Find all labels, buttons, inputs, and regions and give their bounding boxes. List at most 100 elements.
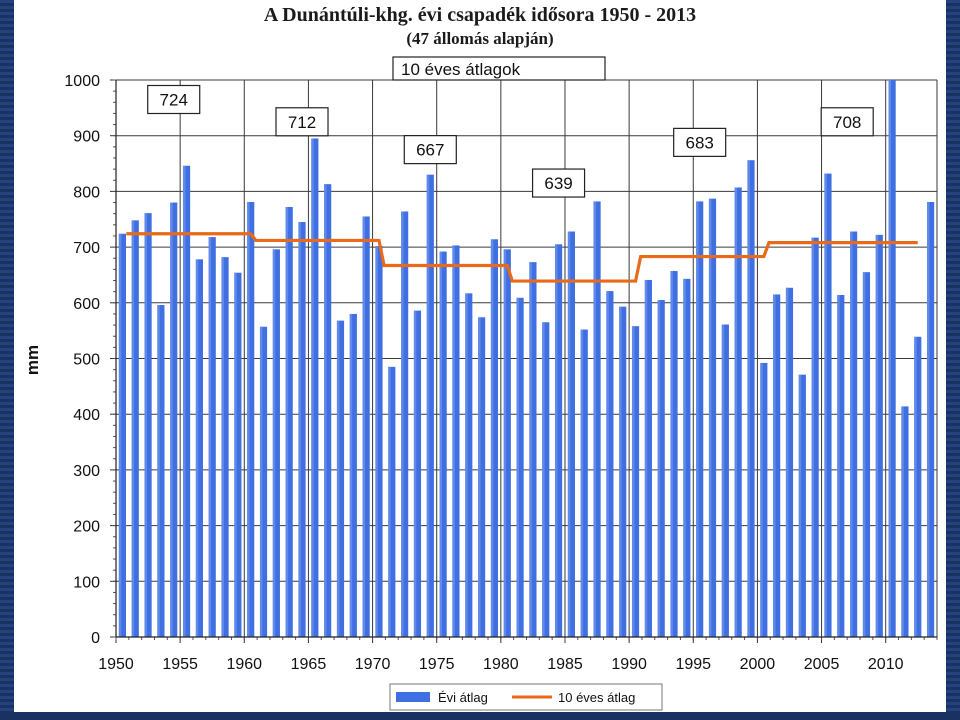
bar-1978 (478, 317, 486, 637)
bar-2011 (901, 406, 909, 637)
decade-average-box (403, 135, 457, 165)
legend-bar-swatch (396, 692, 430, 702)
bar-1967 (336, 320, 345, 637)
bar-1988 (606, 291, 614, 637)
bar-1964 (298, 222, 306, 637)
annotation-header-text: 10 éves átlagok (401, 60, 521, 79)
bar-highlight (631, 326, 635, 637)
legend-line-label: 10 éves átlag (558, 690, 635, 705)
background-frame-bottom (0, 712, 960, 720)
chart-title: A Dunántúli-khg. évi csapadék idősora 19… (263, 4, 697, 26)
bar-1971 (388, 366, 396, 637)
x-tick-label: 1985 (547, 656, 583, 673)
bar-highlight (311, 138, 314, 638)
bar-1975 (439, 251, 447, 637)
bar-highlight (401, 211, 404, 637)
bar-2008 (862, 272, 871, 637)
background-frame-left (0, 0, 14, 720)
bar-1957 (208, 237, 216, 637)
bar-highlight (118, 233, 122, 637)
bar-1955 (182, 165, 191, 637)
bar-highlight (478, 317, 481, 637)
decade-average-label: 639 (544, 174, 572, 193)
bar-1986 (580, 329, 588, 637)
bar-1952 (144, 213, 152, 638)
bar-highlight (567, 231, 571, 637)
y-axis-label: mm (23, 345, 42, 375)
x-tick-label: 1990 (611, 656, 647, 673)
background-frame-right (946, 0, 960, 720)
bar-1970 (375, 245, 383, 637)
bar-highlight (349, 313, 353, 637)
bar-highlight (452, 245, 455, 637)
decade-average-label: 708 (833, 113, 861, 132)
decade-average-box (820, 107, 874, 137)
bar-2010 (888, 80, 896, 637)
bar-1976 (452, 245, 460, 637)
bar-1999 (747, 160, 755, 637)
bar-2009 (875, 234, 883, 637)
x-tick-label: 1950 (98, 656, 134, 673)
y-tick-label: 200 (73, 519, 100, 536)
bar-2003 (798, 374, 806, 637)
x-tick-label: 1970 (355, 656, 391, 673)
bar-1965 (311, 138, 319, 638)
bar-1980 (503, 249, 511, 637)
bar-2002 (785, 287, 794, 637)
bar-highlight (734, 187, 738, 637)
bar-highlight (285, 206, 289, 637)
chart-subtitle: (47 állomás alapján) (406, 29, 554, 48)
bar-highlight (413, 310, 417, 637)
bar-1960 (247, 201, 255, 637)
bar-highlight (195, 259, 199, 637)
bar-1993 (670, 271, 678, 637)
y-tick-label: 1000 (64, 73, 100, 90)
y-tick-label: 600 (73, 296, 100, 313)
bar-1954 (170, 202, 178, 638)
bar-highlight (426, 174, 430, 637)
bar-1995 (696, 201, 704, 637)
bar-2004 (811, 237, 819, 638)
x-tick-label: 1980 (483, 656, 519, 673)
bar-1963 (285, 206, 293, 637)
y-tick-label: 400 (73, 407, 100, 424)
bar-highlight (144, 213, 147, 638)
bar-1992 (657, 300, 665, 637)
bar-highlight (606, 291, 609, 637)
decade-average-box (531, 168, 586, 198)
bar-highlight (798, 374, 802, 637)
bar-highlight (336, 320, 340, 637)
bar-highlight (170, 202, 173, 638)
x-tick-label: 2005 (804, 656, 840, 673)
bar-1985 (567, 231, 575, 637)
bar-highlight (554, 244, 558, 637)
bar-1981 (516, 297, 524, 637)
bar-highlight (619, 306, 622, 637)
decade-average-label: 667 (416, 141, 444, 160)
bar-highlight (529, 262, 532, 637)
bar-highlight (773, 294, 776, 637)
bar-1966 (324, 184, 332, 637)
bar-1998 (734, 187, 742, 637)
bar-1961 (259, 326, 268, 637)
bar-1989 (619, 306, 627, 637)
decade-average-box (147, 84, 201, 115)
bar-highlight (914, 336, 917, 637)
bar-highlight (362, 216, 366, 637)
bar-highlight (439, 251, 443, 637)
ten-year-average-line (126, 232, 918, 283)
y-tick-label: 300 (73, 463, 100, 480)
bar-highlight (157, 305, 160, 637)
decade-average-box (673, 127, 727, 157)
bar-highlight (683, 278, 686, 637)
bar-1997 (721, 324, 729, 637)
bar-highlight (747, 160, 750, 637)
bar-highlight (875, 234, 879, 637)
bar-1982 (529, 262, 537, 637)
bar-highlight (811, 237, 815, 638)
bar-highlight (593, 201, 596, 637)
bar-1996 (708, 198, 717, 638)
decade-average-label: 724 (160, 90, 188, 109)
bar-highlight (580, 329, 584, 637)
